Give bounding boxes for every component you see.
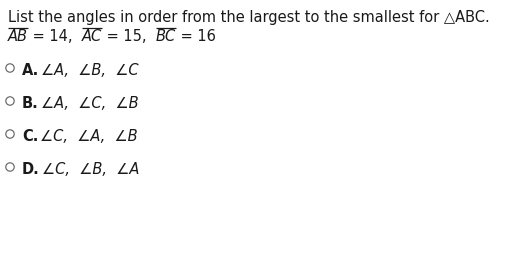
Text: C.: C.	[22, 129, 38, 144]
Text: D.: D.	[22, 162, 40, 177]
Text: ∠A,  ∠B,  ∠C: ∠A, ∠B, ∠C	[41, 63, 139, 78]
Text: = 16: = 16	[176, 29, 216, 44]
Text: A.: A.	[22, 63, 39, 78]
Text: BC: BC	[156, 29, 176, 44]
Text: B.: B.	[22, 96, 39, 111]
Text: List the angles in order from the largest to the smallest for △ABC.: List the angles in order from the larges…	[8, 10, 490, 25]
Text: ∠C,  ∠A,  ∠B: ∠C, ∠A, ∠B	[40, 129, 138, 144]
Text: = 14,: = 14,	[28, 29, 82, 44]
Text: = 15,: = 15,	[102, 29, 156, 44]
Text: ∠C,  ∠B,  ∠A: ∠C, ∠B, ∠A	[42, 162, 139, 177]
Text: AC: AC	[82, 29, 102, 44]
Text: ∠A,  ∠C,  ∠B: ∠A, ∠C, ∠B	[41, 96, 139, 111]
Text: AB: AB	[8, 29, 28, 44]
